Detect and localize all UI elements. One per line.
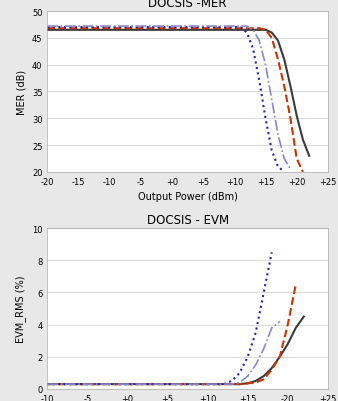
Legend: PHA-1+, PHA-1X+, PMA-545+, PSA-545+: PHA-1+, PHA-1X+, PMA-545+, PSA-545+ bbox=[72, 231, 303, 245]
Title: DOCSIS - EVM: DOCSIS - EVM bbox=[147, 213, 228, 226]
Y-axis label: EVM_RMS (%): EVM_RMS (%) bbox=[16, 275, 26, 342]
X-axis label: Output Power (dBm): Output Power (dBm) bbox=[138, 192, 238, 202]
Title: DOCSIS -MER: DOCSIS -MER bbox=[148, 0, 227, 10]
Y-axis label: MER (dB): MER (dB) bbox=[16, 70, 26, 115]
